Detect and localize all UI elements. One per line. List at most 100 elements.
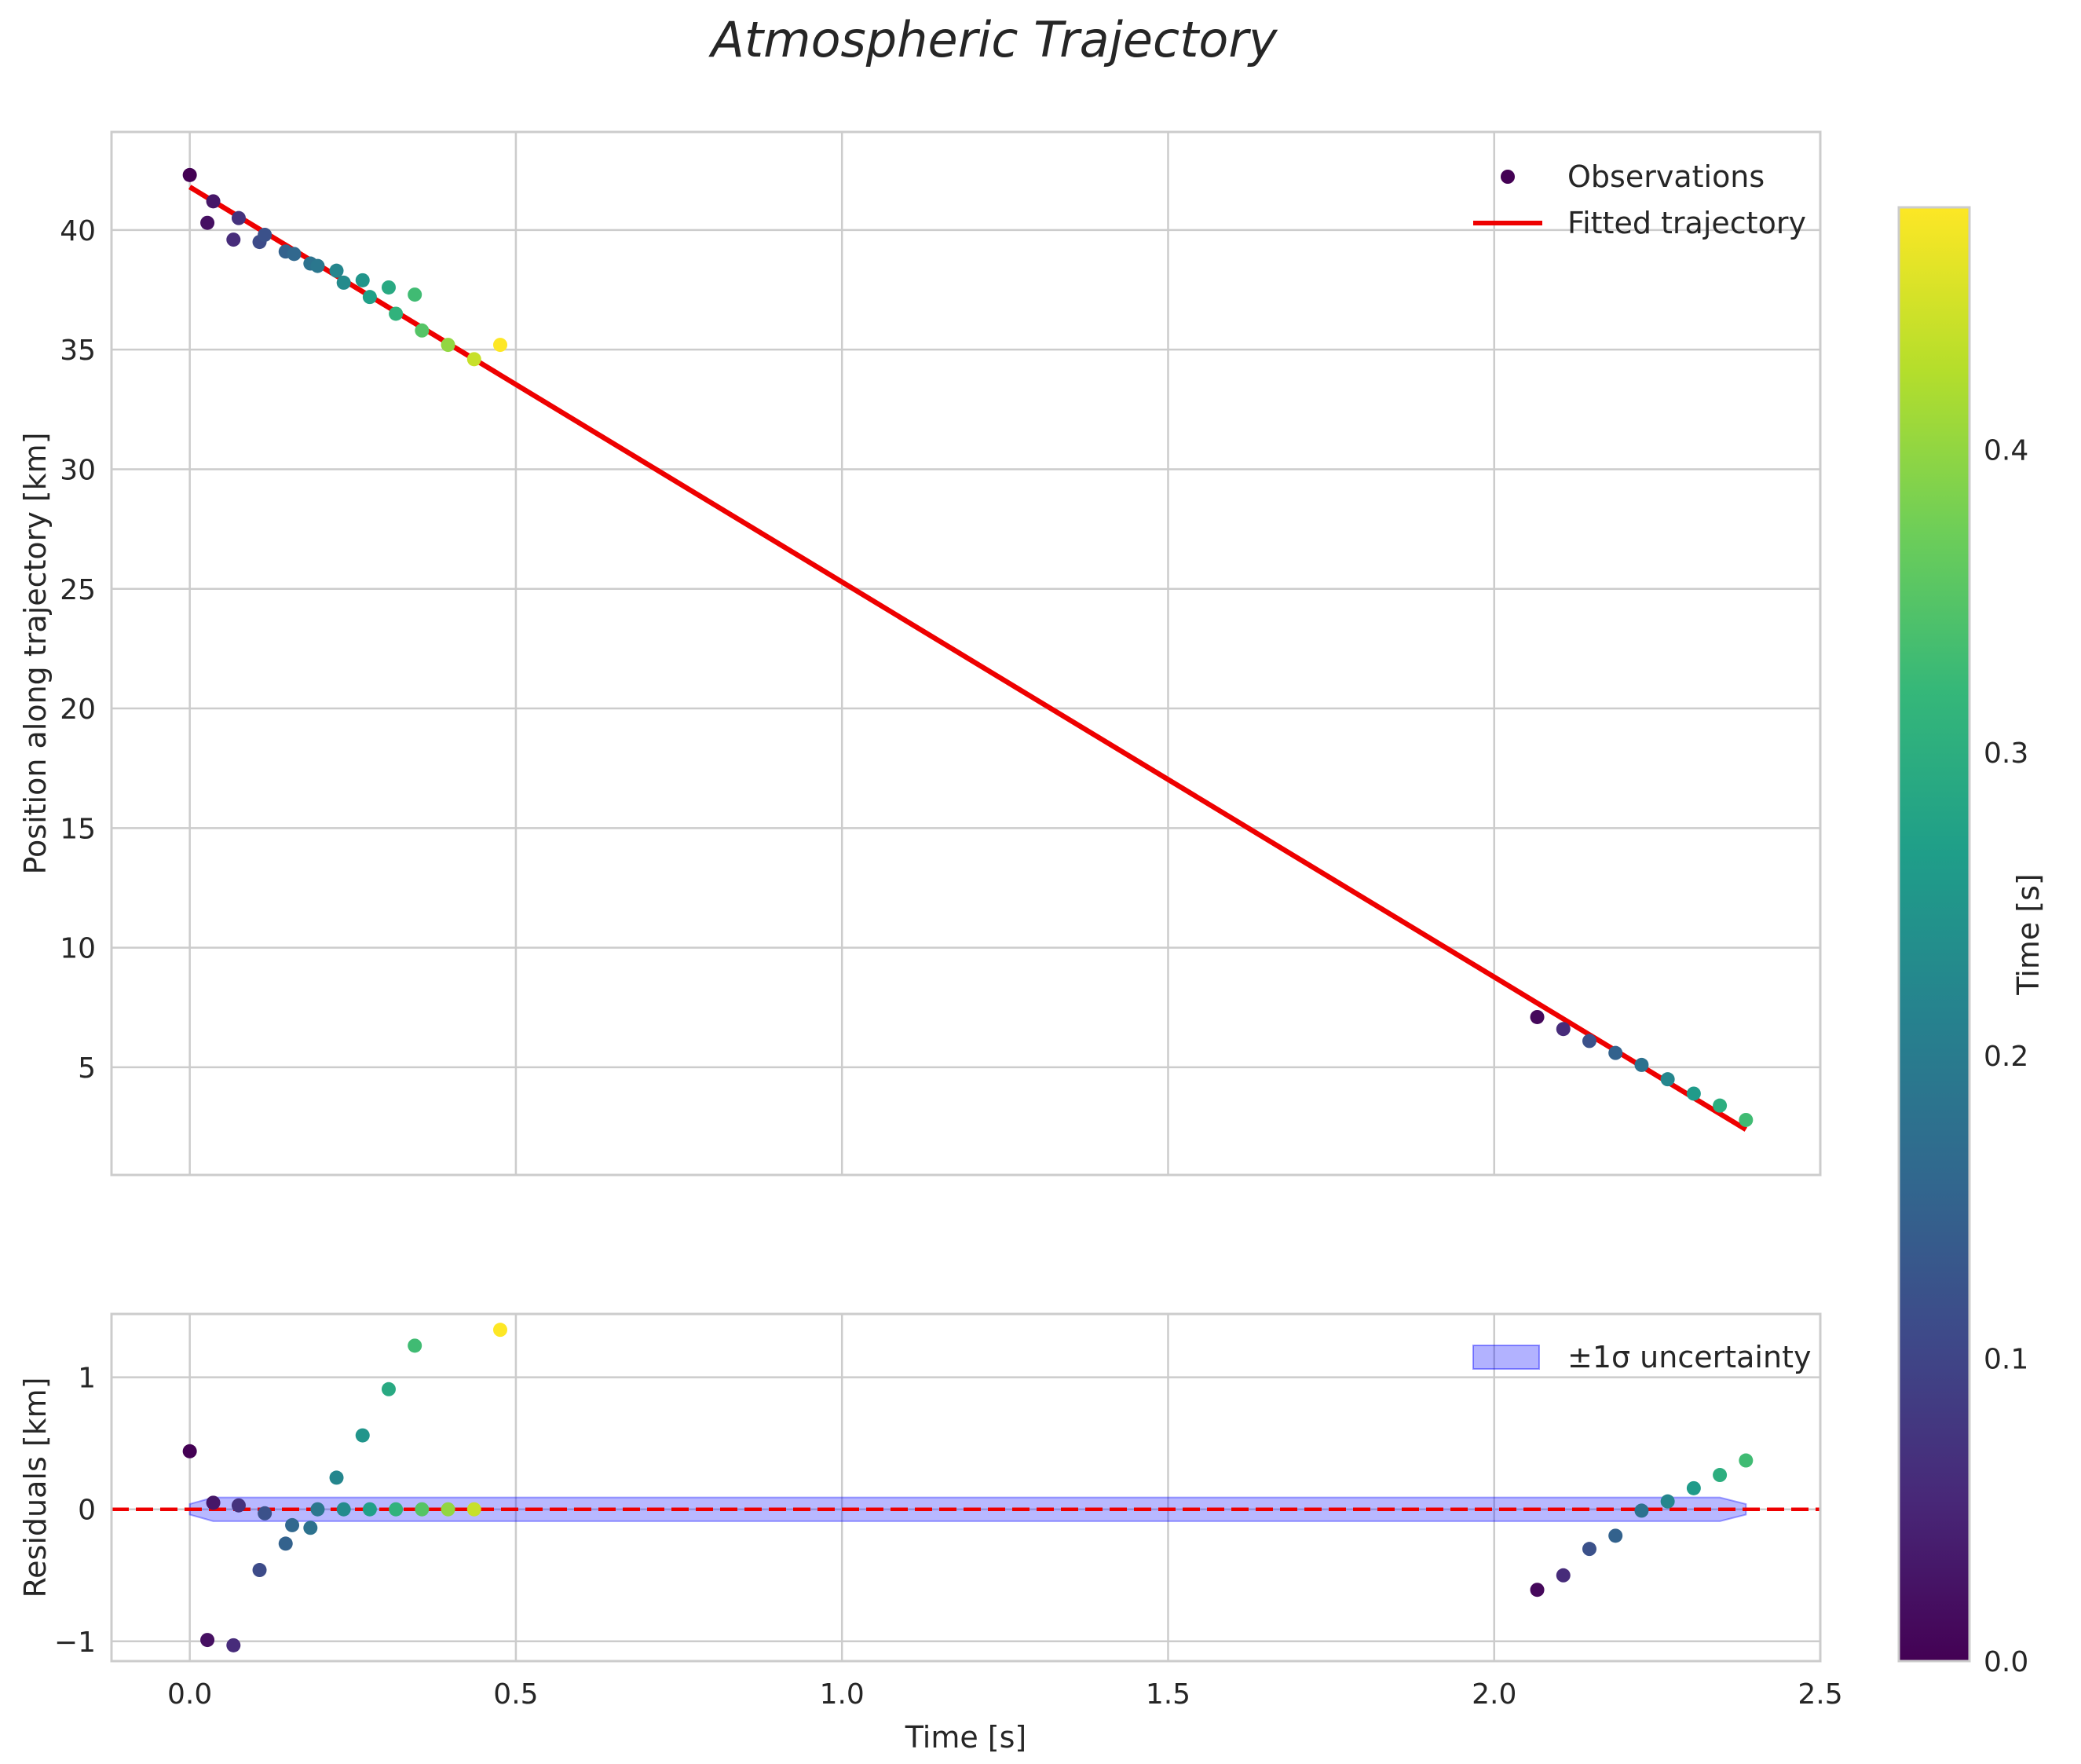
y-tick-label: 40	[60, 215, 96, 247]
colorbar-frame	[1897, 206, 1971, 1663]
colorbar-tick-label: 0.4	[1984, 435, 2028, 467]
residual-point	[1660, 1494, 1675, 1509]
observation-point	[336, 275, 351, 290]
colorbar: 0.0 0.1 0.2 0.3 0.4 Time [s]	[1897, 206, 2046, 1678]
y-tick-label: 30	[60, 454, 96, 486]
residual-point	[226, 1638, 241, 1652]
y-tick-label: 15	[60, 813, 96, 845]
residual-point	[441, 1502, 455, 1517]
residual-point	[329, 1470, 344, 1485]
residuals-panel: −1 0 1 0.0 0.5 1.0 1.5 2.0 2.5 Residuals [km] T…	[18, 1312, 1843, 1755]
residuals-grid	[112, 1314, 1822, 1661]
x-axis-label: Time [s]	[905, 1720, 1027, 1755]
residual-point	[303, 1521, 318, 1535]
residual-point	[310, 1502, 325, 1517]
residual-point	[1556, 1568, 1571, 1583]
observation-point	[1556, 1022, 1571, 1037]
observation-point	[329, 263, 344, 278]
observation-points	[182, 167, 1754, 1127]
residuals-y-ticks: −1 0 1	[54, 1363, 96, 1659]
observation-point	[182, 167, 197, 182]
colorbar-label: Time [s]	[2011, 873, 2046, 996]
observation-point	[1713, 1098, 1728, 1113]
residual-point	[206, 1495, 221, 1510]
y-tick-label: 35	[60, 335, 96, 367]
position-legend: Observations Fitted trajectory	[1473, 159, 1806, 240]
observation-point	[1582, 1034, 1596, 1049]
y-tick-label: 0	[78, 1495, 96, 1527]
residual-point	[258, 1506, 272, 1521]
residual-point	[389, 1502, 404, 1517]
residual-points	[182, 1323, 1754, 1652]
y-tick-label: 1	[78, 1363, 96, 1395]
x-tick-label: 2.5	[1798, 1678, 1842, 1711]
observation-point	[1530, 1009, 1545, 1024]
position-axes-frame	[110, 130, 1822, 1177]
residual-point	[466, 1502, 481, 1517]
observation-point	[389, 306, 404, 321]
observation-point	[310, 258, 325, 273]
colorbar-tick-label: 0.0	[1984, 1646, 2028, 1678]
residual-point	[1634, 1503, 1649, 1518]
x-tick-label: 1.0	[820, 1678, 865, 1711]
position-y-ticks: 5 10 15 20 25 30 35 40	[60, 215, 96, 1085]
observation-point	[381, 280, 396, 295]
colorbar-tick-label: 0.1	[1984, 1343, 2028, 1375]
residual-point	[408, 1338, 422, 1353]
colorbar-tick-label: 0.2	[1984, 1041, 2028, 1073]
legend-uncertainty-patch	[1472, 1345, 1540, 1370]
residual-point	[1582, 1542, 1596, 1557]
residual-point	[252, 1563, 267, 1578]
residual-point	[1608, 1528, 1623, 1543]
position-panel: 5 10 15 20 25 30 35 40 Position along trajector…	[18, 130, 1822, 1177]
residual-point	[1686, 1480, 1701, 1495]
colorbar-tick-label: 0.3	[1984, 737, 2028, 770]
observation-point	[492, 338, 507, 353]
x-tick-label: 1.5	[1146, 1678, 1190, 1711]
observation-point	[1660, 1072, 1675, 1087]
observation-point	[200, 215, 215, 230]
residual-point	[381, 1382, 396, 1396]
residual-point	[231, 1498, 246, 1513]
observation-point	[226, 232, 241, 247]
residuals-y-axis-label: Residuals [km]	[18, 1377, 53, 1597]
residual-point	[492, 1323, 507, 1338]
observation-point	[258, 227, 272, 242]
x-tick-label: 2.0	[1472, 1678, 1516, 1711]
residual-point	[1713, 1468, 1728, 1483]
observation-point	[408, 287, 422, 302]
chart-title: Atmospheric Trajectory	[708, 11, 1278, 68]
residuals-axes-frame	[110, 1312, 1822, 1663]
residual-point	[355, 1428, 370, 1443]
y-tick-label: 5	[78, 1052, 96, 1085]
position-y-axis-label: Position along trajectory [km]	[18, 432, 53, 874]
observation-point	[355, 273, 370, 287]
residual-point	[285, 1517, 300, 1532]
y-tick-label: 25	[60, 574, 96, 606]
observation-point	[1608, 1045, 1623, 1060]
residual-point	[1530, 1583, 1545, 1597]
residual-point	[415, 1502, 430, 1517]
observation-point	[206, 194, 221, 209]
y-tick-label: −1	[54, 1627, 96, 1659]
residual-point	[200, 1633, 215, 1648]
colorbar-gradient	[1899, 207, 1969, 1661]
observation-point	[362, 290, 377, 305]
y-tick-label: 20	[60, 694, 96, 726]
residual-point	[362, 1502, 377, 1517]
y-tick-label: 10	[60, 933, 96, 965]
residual-point	[182, 1444, 197, 1458]
residual-point	[1739, 1453, 1754, 1468]
observation-point	[415, 323, 430, 338]
residuals-legend: ±1σ uncertainty	[1472, 1340, 1811, 1374]
observation-point	[231, 210, 246, 225]
x-tick-label: 0.5	[493, 1678, 538, 1711]
legend-observations-label: Observations	[1567, 159, 1765, 194]
observation-point	[1634, 1057, 1649, 1072]
legend-uncertainty-label: ±1σ uncertainty	[1567, 1340, 1811, 1374]
residual-point	[278, 1536, 293, 1551]
observation-point	[466, 352, 481, 367]
residuals-x-ticks: 0.0 0.5 1.0 1.5 2.0 2.5	[167, 1678, 1843, 1711]
residual-point	[336, 1502, 351, 1517]
